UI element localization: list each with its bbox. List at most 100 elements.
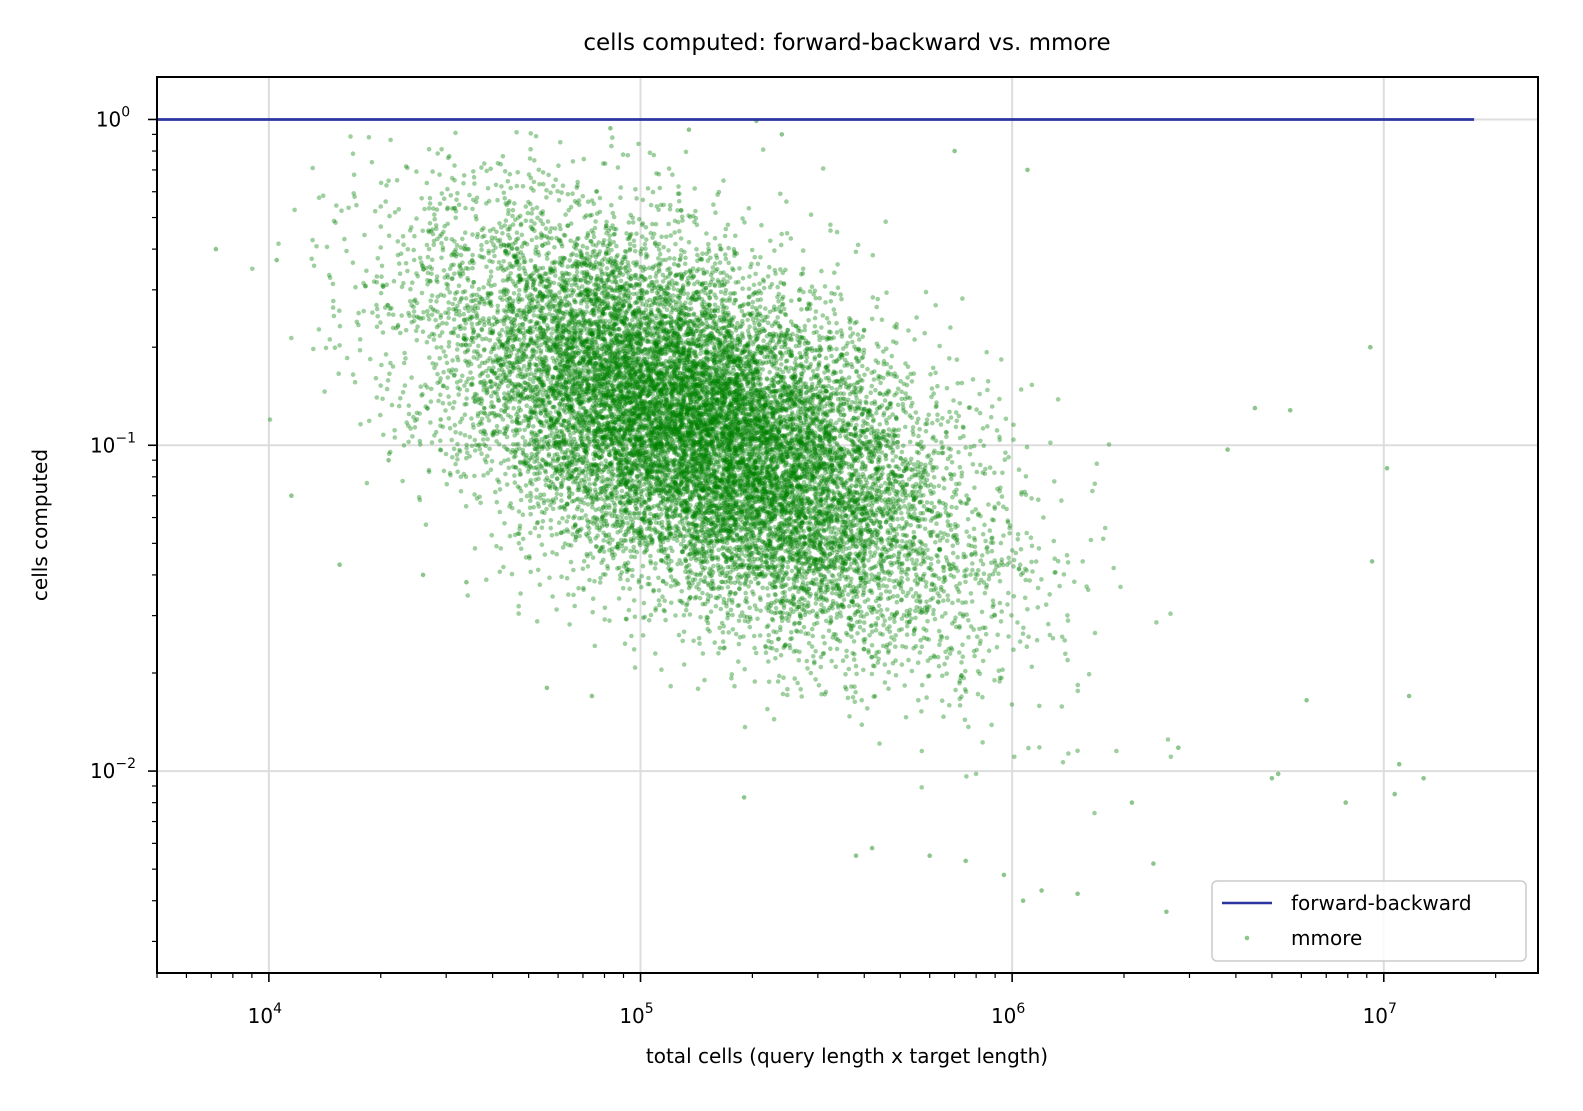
mmore-point [461, 181, 466, 186]
mmore-point [771, 473, 777, 478]
mmore-point [648, 560, 654, 566]
mmore-point [749, 439, 754, 444]
mmore-point [999, 494, 1005, 499]
mmore-point [553, 177, 558, 182]
mmore-point [740, 435, 745, 440]
mmore-point [713, 210, 718, 215]
mmore-point [1027, 578, 1032, 583]
mmore-point [869, 643, 875, 648]
mmore-point [933, 303, 938, 308]
mmore-point [420, 228, 426, 234]
mmore-point [697, 410, 703, 416]
mmore-point [791, 444, 797, 450]
mmore-point [289, 335, 294, 341]
mmore-point [690, 427, 696, 433]
mmore-point [686, 585, 692, 591]
mmore-point [737, 460, 743, 465]
mmore-point [538, 313, 544, 319]
mmore-point [826, 320, 832, 326]
mmore-point [494, 499, 500, 505]
mmore-point [681, 662, 687, 667]
mmore-point [682, 347, 687, 353]
mmore-point [944, 385, 950, 391]
mmore-point [742, 724, 748, 730]
mmore-point [696, 493, 702, 498]
mmore-point [828, 437, 834, 442]
mmore-point [935, 418, 940, 423]
mmore-point [985, 387, 990, 393]
mmore-point [1003, 450, 1008, 456]
mmore-point [479, 396, 484, 401]
mmore-point [446, 300, 451, 305]
mmore-point [861, 513, 866, 518]
mmore-point [479, 451, 484, 457]
mmore-point [656, 588, 662, 593]
mmore-point [838, 292, 843, 297]
mmore-point [379, 362, 384, 368]
mmore-point [813, 601, 819, 606]
mmore-point [661, 202, 666, 208]
mmore-point [430, 361, 436, 366]
mmore-point [725, 388, 730, 394]
mmore-point [987, 528, 993, 533]
mmore-point [445, 375, 451, 380]
mmore-point [544, 256, 550, 261]
mmore-point [606, 365, 611, 370]
mmore-point [531, 424, 536, 429]
mmore-point [405, 247, 411, 252]
mmore-point [831, 335, 836, 340]
mmore-point [938, 638, 943, 643]
mmore-point [966, 724, 971, 730]
mmore-point [598, 575, 603, 581]
mmore-point [987, 465, 993, 470]
mmore-point [802, 327, 807, 333]
mmore-point [421, 310, 426, 315]
mmore-point [437, 447, 443, 453]
mmore-point [590, 609, 595, 615]
mmore-point [821, 465, 826, 470]
mmore-point [832, 311, 838, 317]
mmore-point [351, 172, 357, 178]
mmore-point [643, 415, 648, 421]
mmore-point [749, 247, 755, 253]
mmore-point [528, 530, 533, 536]
mmore-point [472, 437, 478, 443]
mmore-point [455, 457, 460, 462]
mmore-point [618, 185, 623, 190]
mmore-point [1046, 621, 1051, 627]
mmore-point [1022, 595, 1028, 601]
mmore-point [784, 582, 789, 587]
mmore-point [766, 679, 772, 685]
mmore-point [342, 236, 347, 242]
mmore-point [604, 305, 610, 311]
mmore-point [1092, 630, 1098, 636]
mmore-point [697, 378, 703, 383]
mmore-point [539, 401, 544, 406]
mmore-point [628, 548, 633, 554]
mmore-point [992, 678, 997, 683]
mmore-point [386, 233, 392, 239]
mmore-point [403, 356, 408, 361]
mmore-point [510, 213, 515, 219]
mmore-point [1015, 532, 1021, 537]
mmore-point [427, 355, 432, 360]
mmore-point [907, 502, 912, 507]
mmore-point [808, 670, 814, 676]
mmore-point [435, 371, 440, 377]
mmore-point [604, 266, 610, 271]
mmore-point [587, 482, 592, 487]
mmore-point [725, 502, 730, 508]
mmore-point [637, 344, 642, 350]
mmore-point [1092, 810, 1097, 816]
mmore-point [472, 473, 477, 479]
mmore-point [886, 669, 891, 675]
mmore-point [773, 605, 779, 611]
mmore-point [950, 543, 956, 549]
mmore-point [633, 398, 638, 404]
mmore-point [364, 480, 370, 486]
mmore-point [649, 345, 655, 351]
mmore-point [907, 439, 913, 445]
mmore-point [700, 251, 705, 256]
mmore-point [747, 624, 753, 630]
mmore-point [378, 224, 384, 229]
